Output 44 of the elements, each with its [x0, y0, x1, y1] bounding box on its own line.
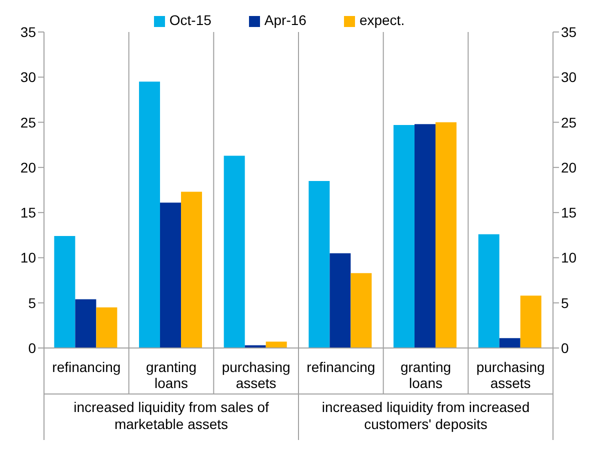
bar	[266, 342, 287, 348]
y2-tick-label: 20	[561, 159, 577, 176]
bar	[330, 253, 351, 348]
bar	[350, 273, 372, 348]
x-tick-label: purchasing assets	[476, 359, 545, 391]
bar	[520, 296, 542, 348]
y2-tick-label: 5	[561, 294, 569, 311]
bar	[224, 156, 245, 348]
y-tick-label: 20	[20, 159, 36, 176]
bar	[436, 122, 457, 348]
bar	[478, 234, 500, 348]
y2-tick-label: 35	[561, 24, 577, 40]
bar	[499, 338, 520, 348]
text: increased liquidity from increased customers' deposits	[322, 399, 530, 432]
bar	[160, 202, 182, 348]
legend-label: Oct-15	[169, 12, 212, 28]
legend-label: expect.	[359, 12, 405, 28]
bar	[54, 236, 76, 348]
x-tick-label: granting loans	[146, 359, 197, 391]
y-tick-label: 25	[20, 114, 36, 130]
y2-tick-label: 30	[561, 69, 577, 86]
y-tick-label: 30	[20, 69, 36, 86]
x-tick-label: refinancing	[306, 359, 376, 375]
legend-label: Apr-16	[264, 12, 306, 28]
x-tick-label: granting loans	[400, 359, 452, 391]
y2-tick-label: 0	[561, 340, 569, 356]
bar	[96, 307, 118, 348]
bar	[181, 192, 202, 348]
y2-tick-label: 15	[561, 204, 577, 221]
y2-tick-label: 25	[561, 114, 577, 130]
bar	[75, 299, 96, 348]
bar	[414, 124, 436, 348]
bar	[308, 180, 330, 348]
y-tick-label: 15	[20, 204, 36, 221]
x-tick-label: purchasing assets	[222, 359, 290, 391]
y2-tick-label: 10	[561, 250, 577, 266]
y-tick-label: 5	[28, 294, 36, 311]
y-tick-label: 10	[20, 250, 36, 266]
bar	[139, 82, 160, 348]
text: increased liquidity from sales of marketable assets	[74, 399, 270, 432]
bar	[394, 124, 415, 348]
x-tick-label: refinancing	[52, 359, 121, 375]
y-tick-label: 0	[28, 340, 36, 356]
y-tick-label: 35	[20, 24, 36, 40]
